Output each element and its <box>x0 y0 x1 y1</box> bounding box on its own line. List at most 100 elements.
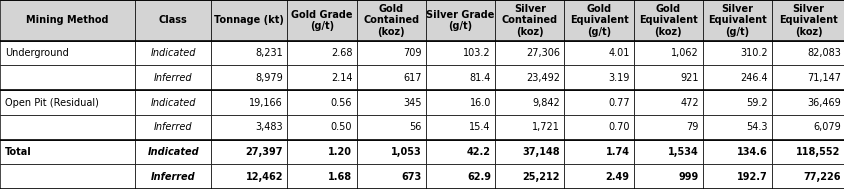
Bar <box>135 164 211 189</box>
Bar <box>702 90 771 115</box>
Bar <box>564 0 633 41</box>
Bar <box>0 140 135 164</box>
Bar <box>356 115 425 140</box>
Text: 0.50: 0.50 <box>331 122 352 132</box>
Text: Total: Total <box>5 147 32 157</box>
Text: Inferred: Inferred <box>154 122 192 132</box>
Bar <box>0 65 135 90</box>
Text: 673: 673 <box>401 172 421 182</box>
Text: 9,842: 9,842 <box>532 98 560 108</box>
Bar <box>771 90 844 115</box>
Text: 345: 345 <box>403 98 421 108</box>
Text: 118,552: 118,552 <box>795 147 840 157</box>
Bar <box>287 140 356 164</box>
Bar <box>356 0 425 41</box>
Text: 62.9: 62.9 <box>467 172 490 182</box>
Text: 16.0: 16.0 <box>469 98 490 108</box>
Bar <box>135 0 211 41</box>
Text: 25,212: 25,212 <box>522 172 560 182</box>
Text: 15.4: 15.4 <box>469 122 490 132</box>
Text: 246.4: 246.4 <box>739 73 767 83</box>
Bar <box>211 90 287 115</box>
Bar <box>495 140 564 164</box>
Text: 12,462: 12,462 <box>246 172 283 182</box>
Text: 6,079: 6,079 <box>812 122 840 132</box>
Text: Open Pit (Residual): Open Pit (Residual) <box>5 98 99 108</box>
Bar <box>564 65 633 90</box>
Text: Gold
Equivalent
(g/t): Gold Equivalent (g/t) <box>569 4 628 37</box>
Text: 103.2: 103.2 <box>463 48 490 58</box>
Bar <box>702 115 771 140</box>
Bar <box>771 115 844 140</box>
Bar <box>425 90 495 115</box>
Bar <box>287 164 356 189</box>
Bar <box>287 115 356 140</box>
Text: 8,979: 8,979 <box>255 73 283 83</box>
Text: 2.14: 2.14 <box>331 73 352 83</box>
Text: Silver
Equivalent
(g/t): Silver Equivalent (g/t) <box>707 4 766 37</box>
Text: 1,062: 1,062 <box>670 48 698 58</box>
Text: 1.20: 1.20 <box>328 147 352 157</box>
Text: 37,148: 37,148 <box>522 147 560 157</box>
Bar <box>495 115 564 140</box>
Text: 0.56: 0.56 <box>331 98 352 108</box>
Text: 921: 921 <box>679 73 698 83</box>
Bar <box>211 140 287 164</box>
Text: 1.68: 1.68 <box>327 172 352 182</box>
Bar <box>0 115 135 140</box>
Bar <box>135 90 211 115</box>
Bar <box>771 0 844 41</box>
Text: Gold
Contained
(koz): Gold Contained (koz) <box>363 4 419 37</box>
Text: 709: 709 <box>403 48 421 58</box>
Bar <box>287 90 356 115</box>
Text: 0.70: 0.70 <box>608 122 629 132</box>
Bar <box>771 65 844 90</box>
Bar <box>633 164 702 189</box>
Text: 27,306: 27,306 <box>526 48 560 58</box>
Text: 472: 472 <box>679 98 698 108</box>
Text: 1.74: 1.74 <box>605 147 629 157</box>
Bar <box>211 0 287 41</box>
Bar <box>211 164 287 189</box>
Bar <box>702 140 771 164</box>
Text: 617: 617 <box>403 73 421 83</box>
Bar <box>0 90 135 115</box>
Text: Silver
Equivalent
(koz): Silver Equivalent (koz) <box>778 4 837 37</box>
Bar <box>702 164 771 189</box>
Bar <box>425 65 495 90</box>
Bar <box>0 164 135 189</box>
Text: Inferred: Inferred <box>151 172 195 182</box>
Text: 71,147: 71,147 <box>806 73 840 83</box>
Text: 54.3: 54.3 <box>746 122 767 132</box>
Text: Indicated: Indicated <box>150 98 196 108</box>
Bar <box>702 41 771 65</box>
Text: Underground: Underground <box>5 48 68 58</box>
Text: Indicated: Indicated <box>150 48 196 58</box>
Bar <box>771 164 844 189</box>
Bar <box>356 65 425 90</box>
Text: 59.2: 59.2 <box>745 98 767 108</box>
Bar <box>564 164 633 189</box>
Text: 192.7: 192.7 <box>737 172 767 182</box>
Bar <box>633 65 702 90</box>
Bar <box>135 41 211 65</box>
Text: 1,721: 1,721 <box>532 122 560 132</box>
Text: Indicated: Indicated <box>147 147 199 157</box>
Bar <box>135 115 211 140</box>
Text: Tonnage (kt): Tonnage (kt) <box>214 15 284 25</box>
Bar <box>287 41 356 65</box>
Bar <box>633 115 702 140</box>
Text: Class: Class <box>159 15 187 25</box>
Bar <box>495 90 564 115</box>
Bar <box>425 140 495 164</box>
Bar <box>495 0 564 41</box>
Text: 310.2: 310.2 <box>739 48 767 58</box>
Text: 3,483: 3,483 <box>255 122 283 132</box>
Text: 81.4: 81.4 <box>469 73 490 83</box>
Text: Gold Grade
(g/t): Gold Grade (g/t) <box>291 10 352 31</box>
Bar <box>356 164 425 189</box>
Bar <box>287 0 356 41</box>
Text: Gold
Equivalent
(koz): Gold Equivalent (koz) <box>638 4 697 37</box>
Text: 19,166: 19,166 <box>249 98 283 108</box>
Text: 79: 79 <box>685 122 698 132</box>
